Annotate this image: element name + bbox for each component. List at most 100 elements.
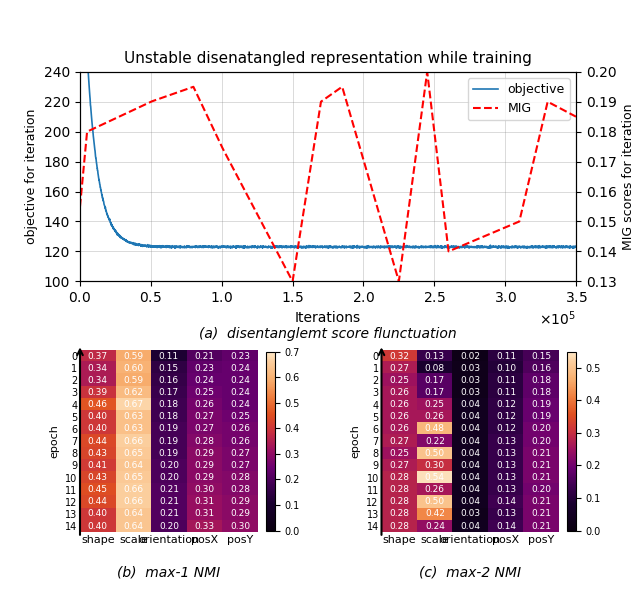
- Text: 0.33: 0.33: [195, 521, 214, 530]
- Text: 0.19: 0.19: [159, 448, 179, 457]
- Text: 0.30: 0.30: [230, 521, 250, 530]
- Text: 0.30: 0.30: [195, 485, 214, 494]
- Text: 0.04: 0.04: [460, 498, 481, 507]
- Y-axis label: epoch: epoch: [49, 424, 60, 458]
- Text: 0.62: 0.62: [124, 388, 143, 397]
- Text: 0.27: 0.27: [389, 461, 409, 470]
- Text: 0.18: 0.18: [159, 400, 179, 409]
- Text: 0.19: 0.19: [159, 425, 179, 434]
- Text: 0.13: 0.13: [496, 461, 516, 470]
- Text: 0.59: 0.59: [124, 376, 143, 385]
- Text: 0.30: 0.30: [425, 461, 445, 470]
- Text: 0.21: 0.21: [531, 521, 552, 530]
- Text: 0.26: 0.26: [195, 400, 214, 409]
- Text: 0.31: 0.31: [195, 509, 214, 518]
- Text: 0.16: 0.16: [531, 364, 552, 373]
- objective: [534, 243, 541, 251]
- Text: 0.27: 0.27: [195, 412, 214, 421]
- MIG: [310, 141, 318, 148]
- Text: 0.29: 0.29: [230, 498, 250, 507]
- Title: Unstable disenatangled representation while training: Unstable disenatangled representation wh…: [124, 51, 532, 66]
- Text: 0.26: 0.26: [425, 412, 445, 421]
- Text: 0.03: 0.03: [460, 388, 481, 397]
- Text: 0.11: 0.11: [496, 388, 516, 397]
- Text: 0.23: 0.23: [195, 364, 214, 373]
- Text: 0.20: 0.20: [159, 473, 179, 482]
- Text: 0.64: 0.64: [124, 461, 143, 470]
- Text: 0.12: 0.12: [496, 425, 516, 434]
- objective: [255, 244, 263, 251]
- Text: 0.67: 0.67: [124, 400, 143, 409]
- Text: 0.24: 0.24: [230, 400, 250, 409]
- Text: 0.04: 0.04: [460, 473, 481, 482]
- Text: 0.04: 0.04: [460, 461, 481, 470]
- Text: 0.43: 0.43: [88, 448, 108, 457]
- Text: 0.11: 0.11: [496, 352, 516, 361]
- Text: 0.21: 0.21: [159, 485, 179, 494]
- Text: 0.28: 0.28: [230, 473, 250, 482]
- Text: 0.28: 0.28: [230, 485, 250, 494]
- objective: [363, 245, 371, 252]
- Text: 0.63: 0.63: [124, 425, 143, 434]
- Text: 0.21: 0.21: [531, 461, 552, 470]
- Text: 0.65: 0.65: [124, 473, 143, 482]
- Text: 0.18: 0.18: [159, 412, 179, 421]
- Text: 0.42: 0.42: [425, 509, 445, 518]
- Text: 0.12: 0.12: [496, 412, 516, 421]
- Text: 0.63: 0.63: [124, 412, 143, 421]
- Text: 0.13: 0.13: [496, 485, 516, 494]
- Text: 0.25: 0.25: [230, 412, 250, 421]
- Text: 0.20: 0.20: [159, 461, 179, 470]
- Text: 0.13: 0.13: [496, 473, 516, 482]
- Legend: objective, MIG: objective, MIG: [467, 78, 570, 120]
- Text: 0.27: 0.27: [389, 364, 409, 373]
- Text: 0.25: 0.25: [425, 400, 445, 409]
- Text: 0.17: 0.17: [425, 376, 445, 385]
- Text: 0.03: 0.03: [460, 509, 481, 518]
- Text: 0.21: 0.21: [531, 448, 552, 457]
- Text: 0.12: 0.12: [496, 400, 516, 409]
- Text: 0.28: 0.28: [389, 473, 409, 482]
- Text: 0.04: 0.04: [460, 437, 481, 446]
- Text: 0.34: 0.34: [88, 376, 108, 385]
- Text: 0.21: 0.21: [159, 498, 179, 507]
- Text: 0.13: 0.13: [496, 509, 516, 518]
- Text: 0.40: 0.40: [88, 509, 108, 518]
- Text: 0.66: 0.66: [124, 437, 143, 446]
- Text: 0.64: 0.64: [124, 521, 143, 530]
- Text: 0.16: 0.16: [159, 376, 179, 385]
- Text: 0.19: 0.19: [531, 400, 552, 409]
- Text: 0.21: 0.21: [195, 352, 214, 361]
- Line: MIG: MIG: [80, 72, 576, 281]
- MIG: [180, 87, 188, 94]
- Text: 0.29: 0.29: [230, 509, 250, 518]
- Text: 0.29: 0.29: [195, 461, 214, 470]
- Text: 0.23: 0.23: [230, 352, 250, 361]
- MIG: [371, 194, 378, 201]
- Text: 0.21: 0.21: [531, 509, 552, 518]
- Text: 0.27: 0.27: [230, 448, 250, 457]
- Text: 0.26: 0.26: [425, 485, 445, 494]
- Text: 0.27: 0.27: [195, 425, 214, 434]
- Text: 0.54: 0.54: [425, 473, 445, 482]
- Text: 0.40: 0.40: [88, 521, 108, 530]
- Text: 0.65: 0.65: [124, 448, 143, 457]
- Text: 0.40: 0.40: [88, 425, 108, 434]
- Text: 0.24: 0.24: [230, 388, 250, 397]
- Text: 0.43: 0.43: [88, 473, 108, 482]
- Text: 0.20: 0.20: [531, 485, 552, 494]
- Text: 0.66: 0.66: [124, 485, 143, 494]
- Text: 0.11: 0.11: [496, 376, 516, 385]
- Text: 0.27: 0.27: [230, 461, 250, 470]
- Text: 0.26: 0.26: [389, 388, 409, 397]
- Text: 0.44: 0.44: [88, 437, 108, 446]
- Text: 0.66: 0.66: [124, 498, 143, 507]
- Text: 0.37: 0.37: [88, 352, 108, 361]
- Text: 0.21: 0.21: [531, 473, 552, 482]
- MIG: [289, 277, 296, 285]
- Text: 0.15: 0.15: [159, 364, 179, 373]
- Text: 0.04: 0.04: [460, 400, 481, 409]
- Text: 0.28: 0.28: [389, 521, 409, 530]
- MIG: [423, 69, 431, 76]
- Text: 0.20: 0.20: [159, 521, 179, 530]
